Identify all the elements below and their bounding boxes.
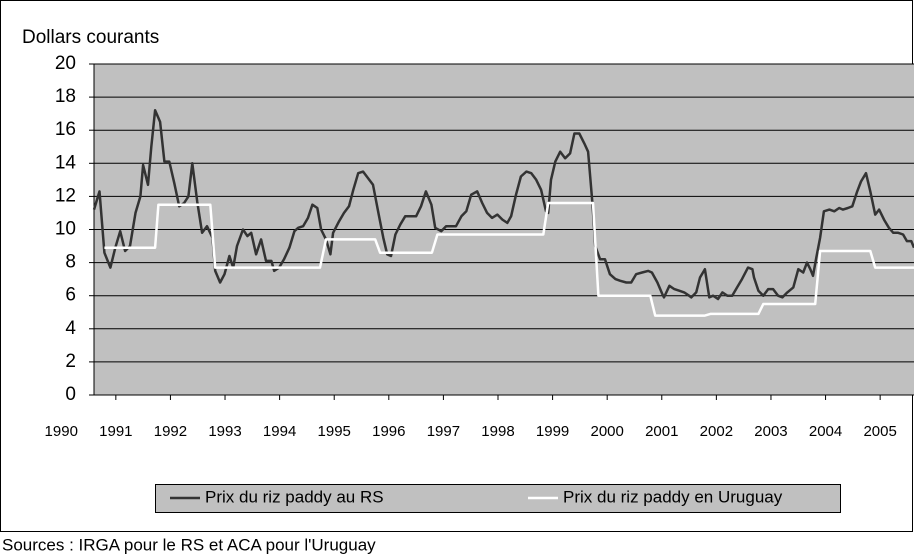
y-tick-label: 14 (55, 152, 77, 173)
y-tick-label: 6 (65, 285, 76, 306)
y-tick-label: 2 (65, 351, 76, 372)
x-tick-label: 1992 (154, 423, 187, 440)
y-tick-label: 20 (55, 53, 76, 74)
x-tick-label: 2000 (590, 423, 623, 440)
x-tick-label: 2004 (809, 423, 842, 440)
x-tick-label: 2001 (645, 423, 678, 440)
y-tick-label: 4 (65, 318, 76, 339)
x-tick-label: 1998 (481, 423, 514, 440)
x-tick-label: 1999 (536, 423, 569, 440)
y-tick-label: 10 (55, 219, 76, 240)
x-tick-label: 1994 (263, 423, 296, 440)
y-tick-label: 8 (65, 252, 76, 273)
x-tick-label: 1991 (99, 423, 132, 440)
y-tick-label: 12 (55, 185, 76, 206)
legend-label: Prix du riz paddy en Uruguay (563, 487, 783, 506)
source-note: Sources : IRGA pour le RS et ACA pour l'… (2, 535, 376, 554)
legend-box (155, 484, 841, 513)
series-line (104, 201, 914, 317)
y-tick-label: 16 (55, 119, 76, 140)
y-axis-label: Dollars courants (22, 27, 159, 48)
x-tick-label: 1993 (208, 423, 241, 440)
x-tick-label: 1995 (318, 423, 351, 440)
series-line (92, 109, 914, 301)
x-tick-label: 1997 (427, 423, 460, 440)
y-tick-label: 18 (55, 86, 76, 107)
y-tick-label: 0 (65, 384, 76, 405)
x-tick-label: 1990 (45, 423, 78, 440)
x-tick-label: 2003 (754, 423, 787, 440)
x-tick-label: 2002 (700, 423, 733, 440)
x-tick-label: 1996 (372, 423, 405, 440)
legend-label: Prix du riz paddy au RS (205, 487, 384, 506)
x-tick-label: 2005 (863, 423, 896, 440)
